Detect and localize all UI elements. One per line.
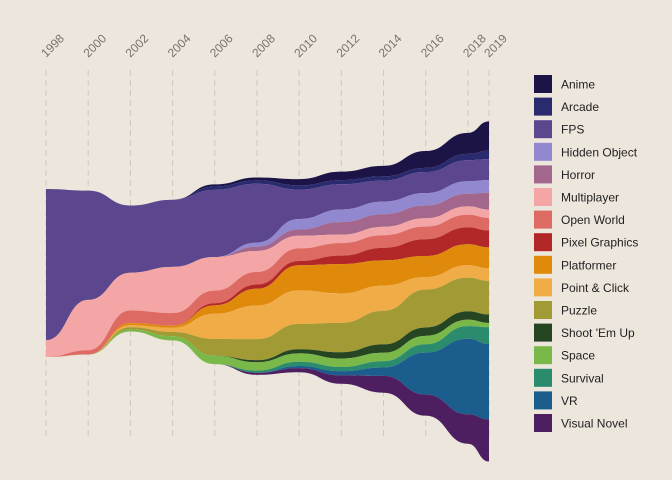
legend-swatch-open-world [534,210,552,229]
legend-item-visual-novel[interactable]: Visual Novel [534,414,627,432]
stream-area-vr[interactable] [46,331,489,420]
legend-item-open-world[interactable]: Open World [534,210,625,229]
stream-areas [46,121,489,462]
legend-label-puzzle: Puzzle [561,304,597,318]
tick-label-2004: 2004 [165,31,194,60]
legend-item-space[interactable]: Space [534,346,595,365]
tick-label-2019: 2019 [481,31,510,60]
stream-area-point-click[interactable] [46,265,489,357]
legend-swatch-survival [534,368,552,387]
stream-area-visual-novel[interactable] [46,331,489,462]
legend-swatch-horror [534,165,552,184]
legend-swatch-vr [534,391,552,410]
tick-label-1998: 1998 [38,31,67,60]
legend-label-anime: Anime [561,78,595,92]
legend-swatch-platformer [534,255,552,274]
legend-swatch-arcade [534,97,552,116]
tick-label-2006: 2006 [207,31,236,60]
tick-label-2008: 2008 [249,31,278,60]
legend-label-space: Space [561,349,595,363]
legend-label-shoot-em-up: Shoot 'Em Up [561,326,635,340]
legend-swatch-space [534,346,552,365]
legend-swatch-fps [534,120,552,139]
legend-swatch-hidden-object [534,142,552,161]
legend-swatch-multiplayer [534,188,552,206]
legend-item-horror[interactable]: Horror [534,165,595,184]
legend-label-point-click: Point & Click [561,281,630,295]
legend-label-pixel-graphics: Pixel Graphics [561,236,638,250]
legend-item-arcade[interactable]: Arcade [534,97,599,116]
tick-label-2000: 2000 [80,31,109,60]
legend-label-open-world: Open World [561,213,625,227]
tick-label-2012: 2012 [334,31,363,60]
stream-area-open-world[interactable] [46,214,489,357]
legend-item-anime[interactable]: Anime [534,75,595,93]
legend-item-pixel-graphics[interactable]: Pixel Graphics [534,233,638,252]
legend-label-arcade: Arcade [561,100,599,114]
tick-label-2002: 2002 [123,31,152,60]
tick-label-2010: 2010 [291,31,320,60]
legend-item-puzzle[interactable]: Puzzle [534,301,597,319]
stream-area-fps[interactable] [46,159,489,341]
legend-label-fps: FPS [561,123,584,137]
tick-label-2016: 2016 [418,31,447,60]
stream-area-shoot-em-up[interactable] [46,311,489,363]
stream-area-anime[interactable] [46,121,489,206]
stream-area-platformer[interactable] [46,244,489,357]
stream-area-multiplayer[interactable] [46,206,489,357]
legend-swatch-visual-novel [534,414,552,432]
legend-item-survival[interactable]: Survival [534,368,604,387]
stream-area-horror[interactable] [46,192,489,341]
legend-swatch-anime [534,75,552,93]
stream-area-hidden-object[interactable] [46,180,489,341]
legend-item-platformer[interactable]: Platformer [534,255,616,274]
legend-item-shoot-em-up[interactable]: Shoot 'Em Up [534,323,635,342]
legend-label-multiplayer: Multiplayer [561,191,619,205]
stream-area-space[interactable] [46,319,489,371]
legend-swatch-puzzle [534,301,552,319]
legend-label-survival: Survival [561,371,604,385]
legend-item-multiplayer[interactable]: Multiplayer [534,188,619,206]
legend-swatch-point-click [534,278,552,297]
year-tick-labels: 1998 2000 2002 2004 2006 2008 2010 2012 2014 2016… [38,31,510,60]
legend-label-vr: VR [561,394,578,408]
legend-item-vr[interactable]: VR [534,391,578,410]
legend-label-hidden-object: Hidden Object [561,145,638,159]
stream-area-pixel-graphics[interactable] [46,227,489,357]
legend-swatch-shoot-em-up [534,323,552,342]
legend-item-point-click[interactable]: Point & Click [534,278,630,297]
legend-label-visual-novel: Visual Novel [561,417,627,431]
legend-label-platformer: Platformer [561,258,616,272]
legend: Anime Arcade FPS Hidden Object Horror Multipl… [534,75,638,432]
legend-item-fps[interactable]: FPS [534,120,584,139]
stream-area-puzzle[interactable] [46,277,489,361]
legend-item-hidden-object[interactable]: Hidden Object [534,142,638,161]
legend-label-horror: Horror [561,168,595,182]
legend-swatch-pixel-graphics [534,233,552,252]
tick-label-2014: 2014 [376,31,405,60]
